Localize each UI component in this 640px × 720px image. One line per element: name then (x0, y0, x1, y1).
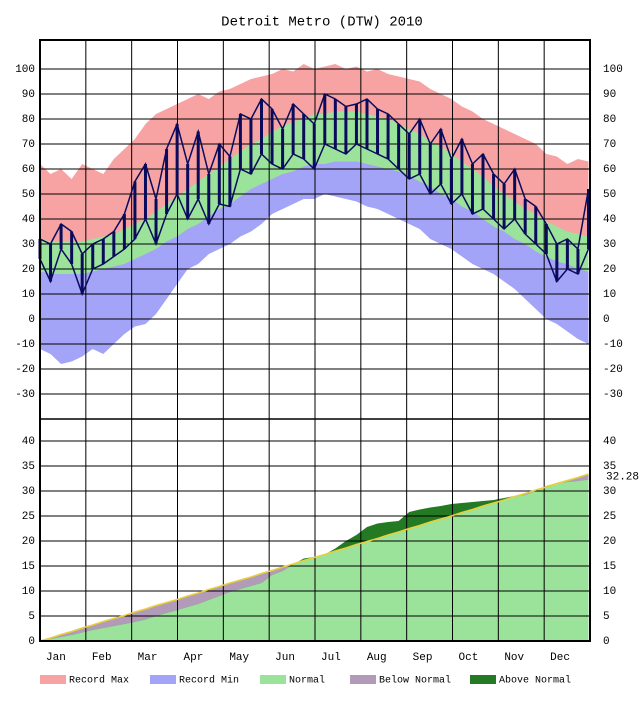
y-tick-label-right: 100 (603, 64, 623, 76)
legend-swatch (470, 675, 496, 684)
y-tick-label: 70 (22, 139, 35, 151)
y-tick-label: 10 (22, 289, 35, 301)
y-tick-label-right: 30 (603, 486, 616, 498)
y-tick-label-right: 30 (603, 239, 616, 251)
y-tick-label: 40 (22, 436, 35, 448)
y-tick-label-right: 40 (603, 214, 616, 226)
x-tick-label: Jan (46, 652, 66, 664)
y-tick-label: -20 (15, 364, 35, 376)
legend-label: Normal (289, 675, 325, 687)
legend-label: Record Max (69, 675, 129, 687)
y-tick-label: 90 (22, 89, 35, 101)
y-tick-label-right: 50 (603, 189, 616, 201)
y-tick-label: 30 (22, 486, 35, 498)
x-tick-label: Nov (504, 652, 524, 664)
legend-swatch (350, 675, 376, 684)
actual-temperature-line (39, 92, 590, 256)
y-tick-label-right: 25 (603, 511, 616, 523)
y-tick-label: 25 (22, 511, 35, 523)
x-tick-label: Oct (459, 652, 479, 664)
y-tick-label-right: -30 (603, 389, 623, 401)
y-tick-label-right: 80 (603, 114, 616, 126)
y-tick-label: 0 (28, 314, 35, 326)
y-tick-label-right: -20 (603, 364, 623, 376)
x-tick-label: Jul (321, 652, 341, 664)
y-tick-label: 0 (28, 636, 35, 648)
y-tick-label: 30 (22, 239, 35, 251)
y-tick-label: 50 (22, 189, 35, 201)
y-tick-label-right: 15 (603, 561, 616, 573)
legend-label: Record Min (179, 675, 239, 687)
y-tick-label-right: 35 (603, 461, 616, 473)
actual-temperature-line (39, 142, 590, 297)
y-tick-label: -10 (15, 339, 35, 351)
y-tick-label: 20 (22, 264, 35, 276)
x-tick-label: Jun (275, 652, 295, 664)
legend-swatch (40, 675, 66, 684)
end-value-label: 32.28 (606, 472, 639, 484)
plot-frame (39, 39, 591, 642)
y-tick-label-right: 70 (603, 139, 616, 151)
y-tick-label: 10 (22, 586, 35, 598)
normal-precip-line (39, 473, 589, 642)
y-tick-label-right: 10 (603, 289, 616, 301)
legend-swatch (150, 675, 176, 684)
y-tick-label: 80 (22, 114, 35, 126)
y-tick-label-right: 0 (603, 636, 610, 648)
x-tick-label: Sep (413, 652, 433, 664)
y-tick-label: 20 (22, 536, 35, 548)
x-tick-label: May (229, 652, 249, 664)
y-tick-label: -30 (15, 389, 35, 401)
y-tick-label-right: 20 (603, 264, 616, 276)
legend-label: Above Normal (499, 675, 571, 687)
legend-label: Below Normal (379, 675, 451, 687)
y-tick-label: 60 (22, 164, 35, 176)
x-tick-label: Mar (138, 652, 158, 664)
y-tick-label-right: -10 (603, 339, 623, 351)
y-tick-label-right: 0 (603, 314, 610, 326)
y-tick-label-right: 10 (603, 586, 616, 598)
x-tick-label: Aug (367, 652, 387, 664)
y-tick-label: 35 (22, 461, 35, 473)
y-tick-label: 5 (28, 611, 35, 623)
y-tick-label: 40 (22, 214, 35, 226)
y-tick-label-right: 40 (603, 436, 616, 448)
x-tick-label: Feb (92, 652, 112, 664)
y-tick-label-right: 90 (603, 89, 616, 101)
chart-title: Detroit Metro (DTW) 2010 (221, 15, 423, 31)
y-tick-label: 100 (15, 64, 35, 76)
y-tick-label: 15 (22, 561, 35, 573)
y-tick-label-right: 20 (603, 536, 616, 548)
y-tick-label-right: 60 (603, 164, 616, 176)
normal-area (40, 479, 589, 641)
x-tick-label: Dec (550, 652, 570, 664)
x-tick-label: Apr (184, 652, 204, 664)
y-tick-label-right: 5 (603, 611, 610, 623)
legend-swatch (260, 675, 286, 684)
